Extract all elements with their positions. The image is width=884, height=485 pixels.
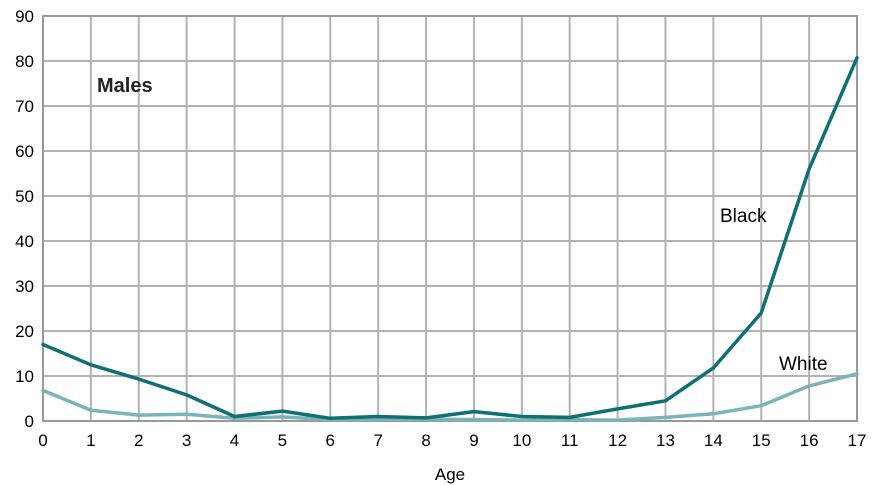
- x-axis-ticks: 0 1 2 3 4 5 6 7 8 9 10 11 12 13 14 15 16 17: [38, 431, 866, 450]
- x-tick-label: 12: [608, 431, 627, 450]
- y-tick-label: 80: [15, 52, 34, 71]
- x-tick-label: 8: [421, 431, 430, 450]
- y-tick-label: 30: [15, 277, 34, 296]
- y-tick-label: 60: [15, 142, 34, 161]
- y-axis-ticks: 0 10 20 30 40 50 60 70 80 90: [15, 7, 34, 431]
- x-tick-label: 11: [561, 431, 579, 450]
- y-tick-label: 70: [15, 97, 34, 116]
- x-tick-label: 4: [230, 431, 239, 450]
- x-tick-label: 6: [326, 431, 335, 450]
- y-tick-label: 50: [15, 187, 34, 206]
- series-label-black: Black: [720, 206, 767, 227]
- x-tick-label: 16: [800, 431, 819, 450]
- y-tick-label: 0: [25, 412, 34, 431]
- x-tick-label: 13: [656, 431, 675, 450]
- x-tick-label: 14: [704, 431, 723, 450]
- series-line-white: [41, 372, 859, 422]
- y-tick-label: 10: [15, 367, 34, 386]
- x-tick-label: 2: [134, 431, 143, 450]
- y-tick-label: 40: [15, 232, 34, 251]
- x-tick-label: 5: [278, 431, 287, 450]
- x-axis-label: Age: [435, 465, 465, 484]
- series-line-black: [41, 56, 859, 421]
- x-tick-label: 0: [38, 431, 47, 450]
- y-tick-label: 90: [15, 7, 34, 26]
- x-tick-label: 1: [86, 431, 95, 450]
- y-tick-label: 20: [15, 322, 34, 341]
- x-tick-label: 7: [373, 431, 382, 450]
- x-tick-label: 10: [512, 431, 531, 450]
- males-annotation: Males: [97, 75, 153, 97]
- x-tick-label: 15: [752, 431, 771, 450]
- series-lines: [41, 56, 859, 422]
- series-label-white: White: [779, 354, 828, 375]
- x-tick-label: 17: [848, 431, 867, 450]
- x-tick-label: 3: [182, 431, 191, 450]
- x-tick-label: 9: [469, 431, 478, 450]
